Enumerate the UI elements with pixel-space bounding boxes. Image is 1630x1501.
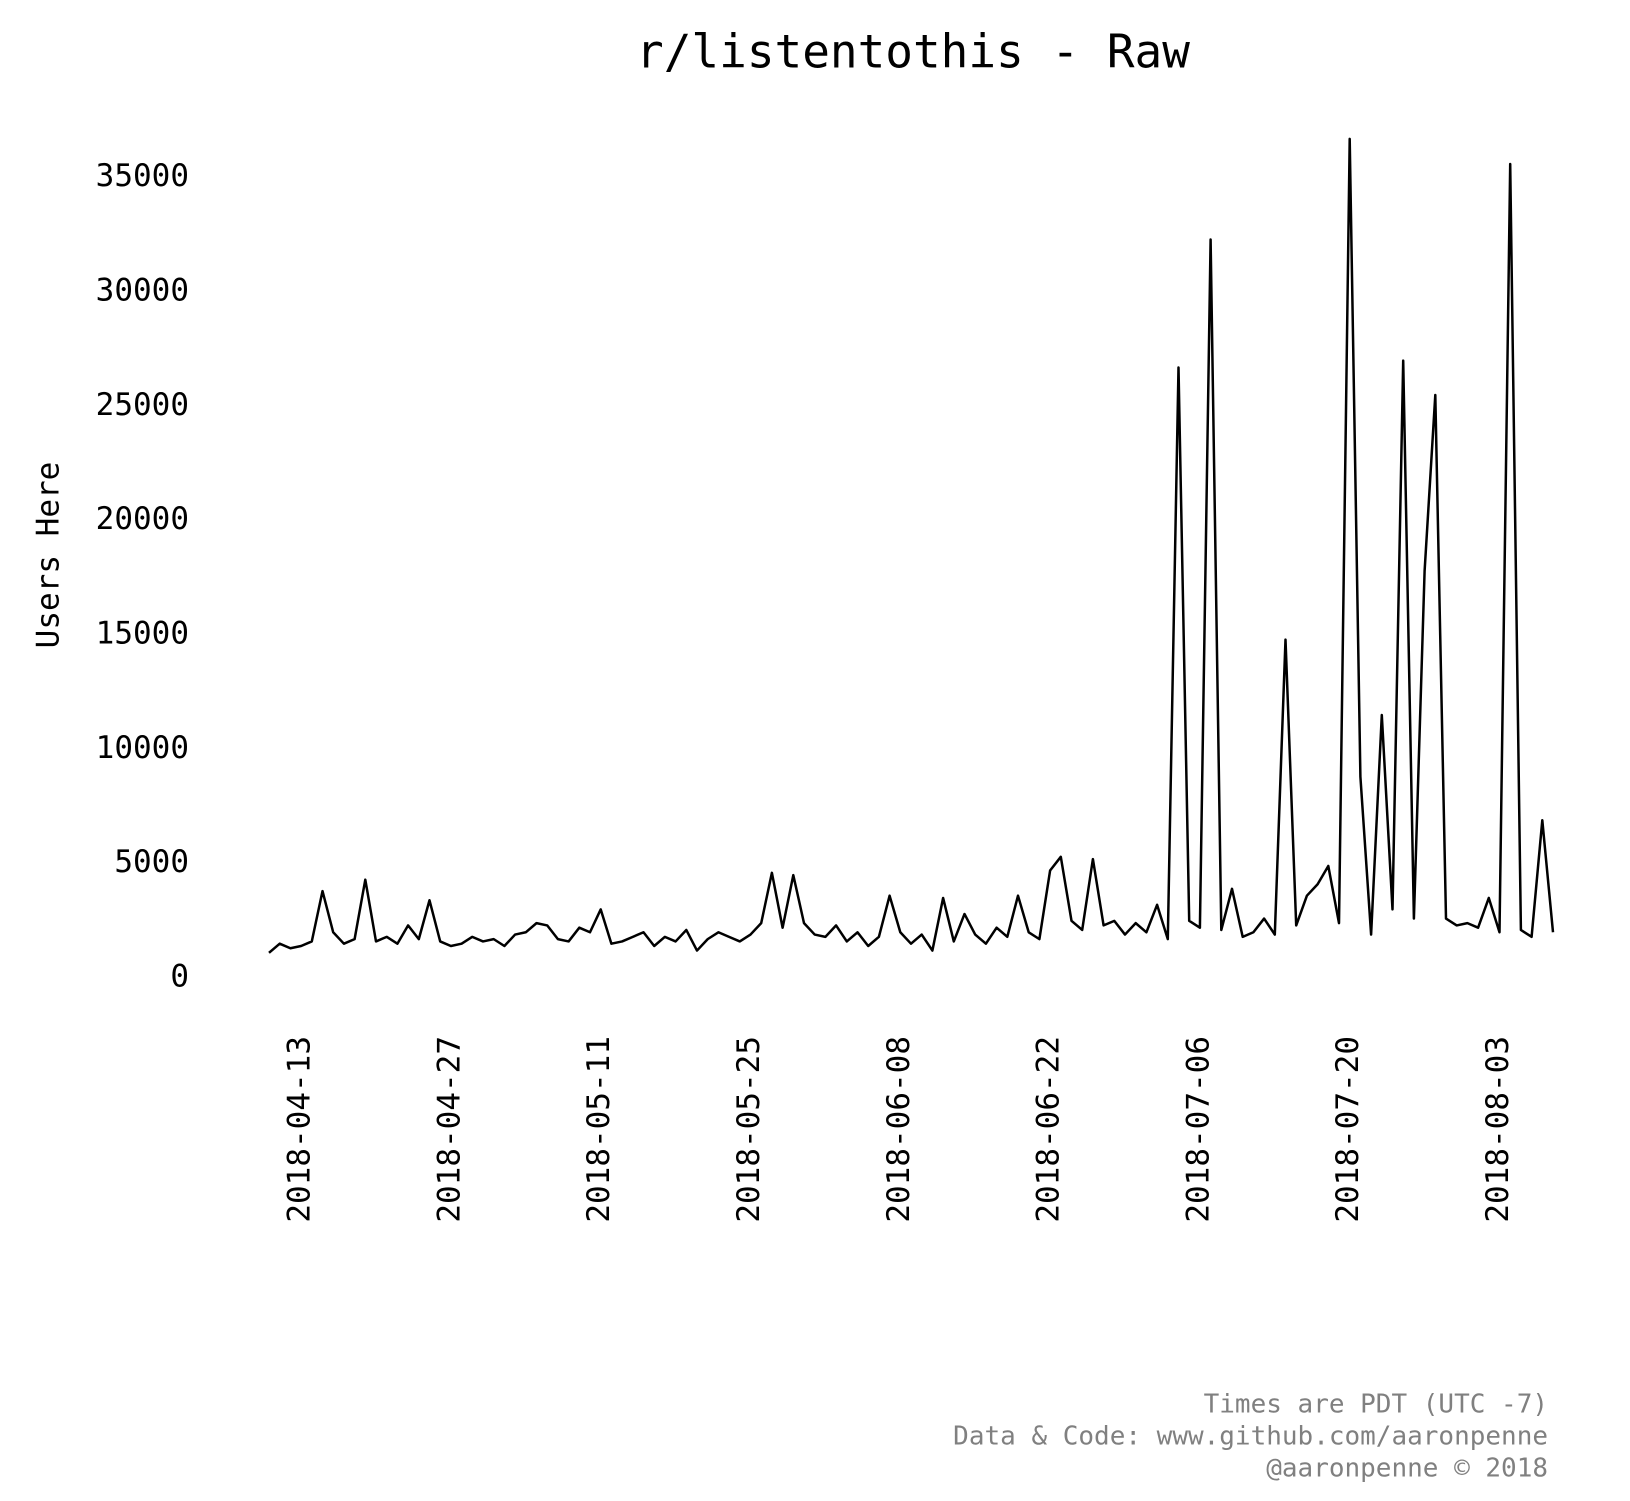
x-tick-label: 2018-05-11 [581, 1036, 617, 1223]
footnote: Data & Code: www.github.com/aaronpenne [953, 1422, 1548, 1452]
footnote: Times are PDT (UTC -7) [1204, 1390, 1548, 1420]
y-tick-label: 15000 [96, 616, 189, 652]
x-tick-label: 2018-06-08 [881, 1036, 917, 1223]
x-tick-label: 2018-08-03 [1480, 1036, 1516, 1223]
x-tick-label: 2018-07-20 [1330, 1036, 1366, 1223]
y-tick-label: 5000 [114, 844, 189, 880]
y-tick-label: 20000 [96, 501, 189, 537]
line [268, 137, 1555, 954]
chart-title: r/listentothis - Raw [636, 25, 1190, 79]
y-axis-label: Users Here [31, 462, 67, 649]
footnote: @aaronpenne © 2018 [1266, 1454, 1548, 1484]
x-tick-label: 2018-06-22 [1031, 1036, 1067, 1223]
y-tick-label: 25000 [96, 387, 189, 423]
y-tick-label: 10000 [96, 730, 189, 766]
y-tick-label: 30000 [96, 273, 189, 309]
x-tick-label: 2018-04-27 [431, 1036, 467, 1223]
y-tick-label: 0 [170, 959, 189, 995]
y-tick-label: 35000 [96, 158, 189, 194]
x-tick-label: 2018-05-25 [731, 1036, 767, 1223]
x-tick-label: 2018-04-13 [282, 1036, 318, 1223]
x-tick-label: 2018-07-06 [1180, 1036, 1216, 1223]
